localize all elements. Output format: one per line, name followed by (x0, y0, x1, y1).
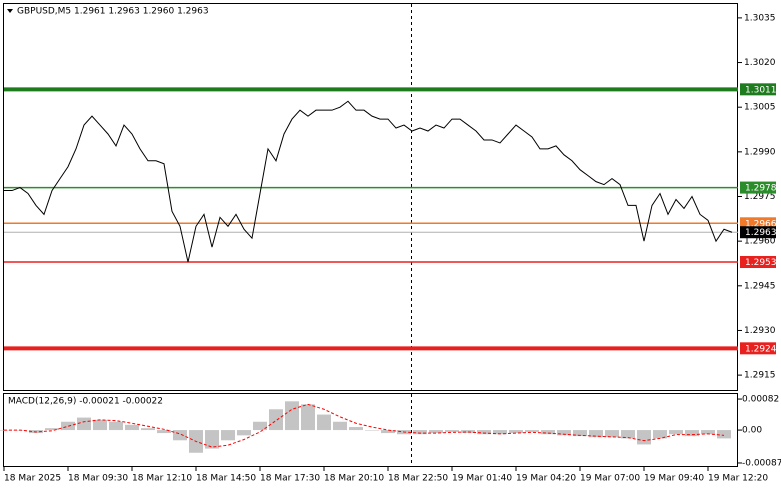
macd-bar (589, 430, 603, 438)
macd-bar (333, 421, 347, 431)
macd-bar (317, 414, 331, 431)
macd-bar (557, 430, 571, 436)
x-tick-label: 19 Mar 01:40 (452, 474, 512, 484)
level-label-box (740, 226, 776, 239)
menu-arrow (7, 9, 13, 13)
macd-bar (205, 430, 219, 449)
x-tick-label: 18 Mar 17:30 (260, 474, 320, 484)
macd-bar (685, 430, 699, 437)
x-tick-label: 19 Mar 09:40 (644, 474, 704, 484)
x-tick-label: 18 Mar 20:10 (324, 474, 384, 484)
macd-bar (301, 404, 315, 431)
macd-bar (429, 430, 443, 434)
macd-bar (285, 401, 299, 431)
y-tick-label: 1.2915 (744, 371, 776, 381)
y-tick-label: 1.3020 (744, 58, 776, 68)
level-label: 1.2924 (745, 344, 777, 354)
macd-bar (477, 430, 491, 435)
macd-bar (173, 430, 187, 441)
macd-bar (493, 430, 507, 435)
y-tick-label: 1.2930 (744, 326, 776, 336)
macd-bar (669, 430, 683, 435)
macd-bar (605, 430, 619, 438)
level-label-box (740, 342, 776, 355)
level-label: 1.2966 (745, 219, 777, 229)
macd-bar (573, 430, 587, 437)
macd-bar (77, 417, 91, 431)
macd-bar (445, 430, 459, 432)
level-label-box (740, 255, 776, 268)
y-tick-label: 1.2960 (744, 237, 776, 247)
y-tick-label: 1.2990 (744, 147, 776, 157)
macd-bar (621, 430, 635, 439)
macd-bar (45, 428, 59, 431)
y-tick-label: 0.00082 (742, 395, 779, 405)
macd-bar (637, 430, 651, 445)
macd-bar (61, 421, 75, 431)
level-label-box (740, 181, 776, 194)
main-pane (3, 3, 738, 391)
level-label: 1.3011 (745, 85, 777, 95)
macd-bar (141, 428, 155, 431)
signal-line (4, 403, 725, 448)
macd-bar (125, 424, 139, 431)
price-line (4, 100, 733, 263)
level-label-box (740, 83, 776, 96)
macd-bar (365, 430, 379, 431)
y-tick-label: -0.00087 (742, 458, 781, 468)
x-tick-label: 18 Mar 14:50 (196, 474, 256, 484)
macd-title: MACD(12,26,9) -0.00021 -0.00022 (8, 397, 163, 407)
macd-bar (509, 430, 523, 434)
macd-bar (269, 409, 283, 431)
macd-bar (157, 430, 171, 434)
macd-bar (653, 430, 667, 439)
y-tick-label: 0.00 (742, 426, 762, 436)
macd-bar (701, 430, 715, 435)
x-tick-label: 18 Mar 12:10 (132, 474, 192, 484)
macd-bar (461, 430, 475, 434)
macd-bar (109, 421, 123, 431)
macd-bar (525, 430, 539, 432)
level-label: 1.2963 (745, 228, 777, 238)
macd-bar (717, 430, 731, 439)
x-tick-label: 18 Mar 2025 (4, 474, 61, 484)
macd-bar (349, 427, 363, 431)
macd-pane (3, 393, 738, 467)
chart-title: GBPUSD,M5 1.2961 1.2963 1.2960 1.2963 (17, 7, 209, 17)
macd-bar (381, 430, 395, 434)
x-tick-label: 19 Mar 12:20 (708, 474, 768, 484)
macd-bar (221, 430, 235, 441)
macd-bar (237, 430, 251, 436)
x-tick-label: 19 Mar 04:20 (516, 474, 576, 484)
y-tick-label: 1.3035 (744, 13, 776, 23)
y-tick-label: 1.2945 (744, 281, 776, 291)
macd-bar (253, 421, 267, 431)
y-tick-label: 1.3005 (744, 103, 776, 113)
macd-bar (541, 430, 555, 435)
x-tick-label: 19 Mar 07:00 (580, 474, 640, 484)
level-label: 1.2953 (745, 258, 777, 268)
x-tick-label: 18 Mar 22:50 (388, 474, 448, 484)
level-label: 1.2978 (745, 184, 777, 194)
macd-bar (93, 419, 107, 431)
y-tick-label: 1.2975 (744, 192, 776, 202)
x-tick-label: 18 Mar 09:30 (68, 474, 128, 484)
macd-bar (413, 430, 427, 435)
